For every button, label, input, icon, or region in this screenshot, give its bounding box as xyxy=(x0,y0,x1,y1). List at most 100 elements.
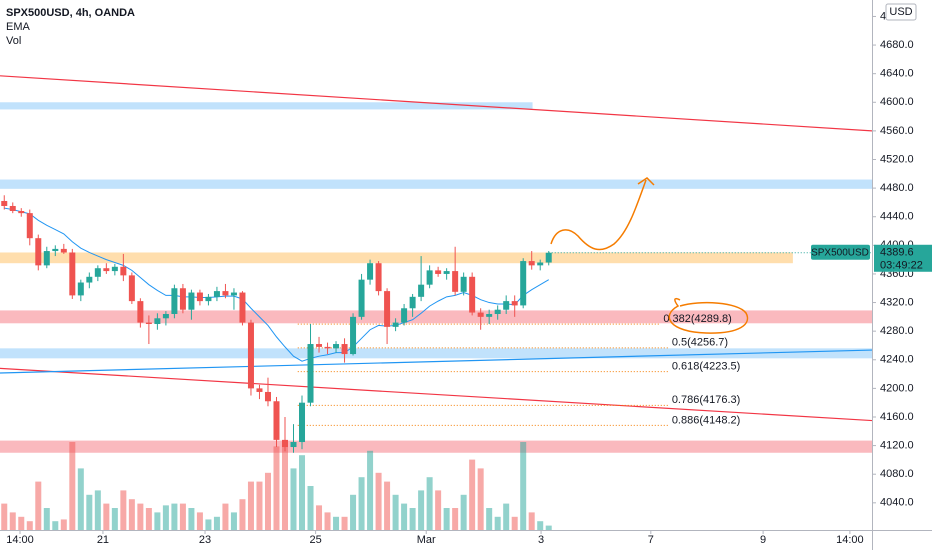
y-tick-label: 4440.0 xyxy=(880,211,914,223)
volume-bar xyxy=(103,503,110,530)
candle-body xyxy=(188,292,195,310)
volume-bar xyxy=(128,499,135,530)
candle-body xyxy=(545,252,552,263)
volume-bar xyxy=(537,521,544,530)
fib-label: 0.382(4289.8) xyxy=(663,313,732,325)
trend-line xyxy=(0,75,872,132)
x-tick-label: 21 xyxy=(97,534,109,546)
x-tick-label: Mar xyxy=(417,534,436,546)
volume-bar xyxy=(94,490,101,530)
candle-body xyxy=(469,276,476,313)
symbol-label: SPX500USD xyxy=(811,247,869,258)
candle-body xyxy=(239,292,246,323)
candle-body xyxy=(324,346,331,349)
x-tick-label: 14:00 xyxy=(836,534,864,546)
candle-body xyxy=(69,252,76,296)
candle-body xyxy=(307,344,314,403)
candle-body xyxy=(477,312,484,317)
candle-body xyxy=(409,296,416,309)
volume-bar xyxy=(418,490,425,530)
candle-body xyxy=(443,271,450,274)
volume-bar xyxy=(230,512,237,530)
volume-bar xyxy=(358,477,365,530)
candle-body xyxy=(460,276,467,292)
candle-body xyxy=(171,288,178,314)
candle-body xyxy=(256,388,263,392)
candle-body xyxy=(520,261,527,306)
volume-bar xyxy=(120,490,127,530)
volume-bar xyxy=(162,505,169,530)
volume-bar xyxy=(401,503,408,530)
y-tick-label: 4160.0 xyxy=(880,411,914,423)
trend-line xyxy=(0,349,872,374)
x-tick-label: 9 xyxy=(760,534,766,546)
candle-body xyxy=(1,200,8,206)
volume-bar xyxy=(86,494,93,530)
volume-bar xyxy=(171,503,178,530)
candle-body xyxy=(222,291,229,296)
drawn-arrow xyxy=(550,179,647,251)
volume-bar xyxy=(239,499,246,530)
candle-body xyxy=(230,292,237,296)
x-tick-label: 23 xyxy=(199,534,211,546)
volume-bar xyxy=(213,516,220,530)
candle-body xyxy=(94,268,101,277)
candle-body xyxy=(213,291,220,297)
symbol-badge xyxy=(811,244,870,260)
volume-bar xyxy=(503,503,510,530)
zone xyxy=(0,179,872,189)
zone xyxy=(0,440,872,453)
volume-bar xyxy=(375,472,382,530)
candle-body xyxy=(60,248,67,253)
candle-body xyxy=(18,210,25,214)
volume-bar xyxy=(205,519,212,530)
volume-bar xyxy=(341,516,348,530)
volume-bar xyxy=(460,494,467,530)
y-tick-label: 4640.0 xyxy=(880,68,914,80)
candle-body xyxy=(9,205,16,211)
fib-label: 0.786(4176.3) xyxy=(672,394,741,406)
volume-bar xyxy=(307,486,314,530)
volume-bar xyxy=(35,481,42,530)
volume-bar xyxy=(520,442,527,530)
candle-body xyxy=(494,309,501,314)
volume-bar xyxy=(350,494,357,530)
volume-bar xyxy=(154,512,161,530)
candle-body xyxy=(43,251,50,266)
candle-body xyxy=(537,262,544,266)
y-tick-label: 4320.0 xyxy=(880,296,914,308)
volume-bar xyxy=(469,459,476,530)
volume-bar xyxy=(384,481,391,530)
volume-bar xyxy=(188,508,195,530)
candle-body xyxy=(401,308,408,323)
candle-body xyxy=(137,301,144,323)
volume-bar xyxy=(426,477,433,530)
trend-line xyxy=(0,367,872,422)
volume-bar xyxy=(60,519,67,530)
currency-badge[interactable] xyxy=(885,3,917,21)
zone xyxy=(0,348,872,359)
volume-bar xyxy=(477,468,484,530)
volume-bar xyxy=(281,442,288,530)
candle-body xyxy=(128,275,135,302)
volume-bar xyxy=(111,508,118,530)
x-tick-label: 3 xyxy=(538,534,544,546)
x-tick-label: 7 xyxy=(648,534,654,546)
candle-body xyxy=(111,266,118,272)
volume-bar xyxy=(409,508,416,530)
volume-bar xyxy=(333,516,340,530)
y-tick-label: 4280.0 xyxy=(880,325,914,337)
candle-body xyxy=(435,270,442,274)
volume-bar xyxy=(179,503,186,530)
volume-bar xyxy=(316,505,323,530)
candle-body xyxy=(264,391,271,402)
candle-body xyxy=(384,291,391,327)
candle-body xyxy=(26,213,33,239)
volume-bar xyxy=(1,503,8,530)
y-tick-label: 4520.0 xyxy=(880,153,914,165)
candle-body xyxy=(503,301,510,310)
candle-body xyxy=(86,276,93,283)
candle-body xyxy=(316,344,323,347)
y-tick-label: 4120.0 xyxy=(880,440,914,452)
